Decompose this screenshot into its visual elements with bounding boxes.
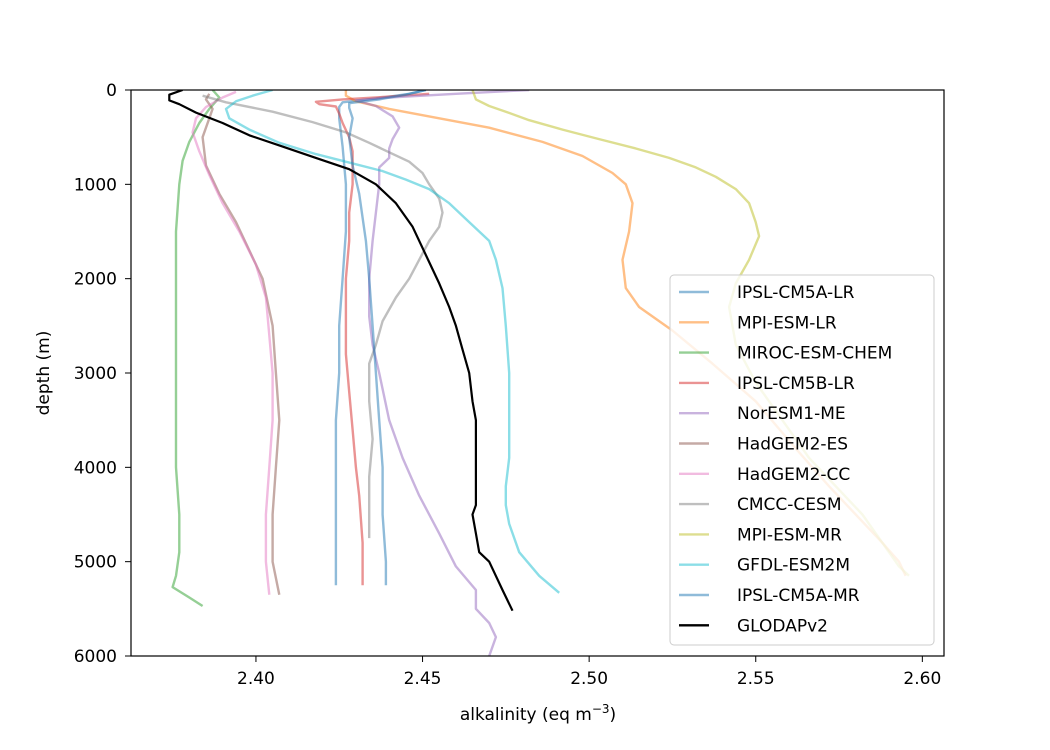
x-tick-label: 2.60 [903, 669, 941, 689]
y-tick-label: 1000 [74, 175, 117, 195]
y-axis: 0 1000 2000 3000 4000 5000 6000 [74, 81, 131, 667]
legend-label: HadGEM2-CC [737, 465, 850, 485]
series-line-miroc-esm-chem [171, 90, 221, 608]
y-tick-label: 0 [106, 81, 117, 101]
legend-label: HadGEM2-ES [737, 435, 848, 455]
legend: IPSL-CM5A-LR MPI-ESM-LR MIROC-ESM-CHEM IPSL… [669, 274, 935, 646]
legend-label: NorESM1-ME [737, 404, 846, 424]
legend-label: GLODAPv2 [737, 616, 828, 636]
y-tick-label: 6000 [74, 647, 117, 667]
series-layer [168, 90, 910, 656]
x-axis: 2.40 2.45 2.50 2.55 2.60 [237, 656, 941, 689]
legend-label: CMCC-CESM [737, 495, 841, 515]
series-line-ipsl-cm5b-lr [314, 92, 430, 586]
legend-label: MPI-ESM-MR [737, 525, 842, 545]
legend-entries: IPSL-CM5A-LR MPI-ESM-LR MIROC-ESM-CHEM IPSL… [679, 283, 892, 636]
series-line-cmcc-cesm [202, 94, 444, 539]
legend-label: IPSL-CM5A-MR [737, 586, 860, 606]
legend-label: MIROC-ESM-CHEM [737, 344, 892, 364]
y-tick-label: 4000 [74, 458, 117, 478]
series-line-gfdl-esm2m [224, 90, 560, 594]
legend-label: IPSL-CM5A-LR [737, 283, 855, 303]
y-tick-label: 3000 [74, 364, 117, 384]
x-tick-label: 2.50 [570, 669, 608, 689]
legend-frame [669, 274, 935, 646]
x-axis-label: alkalinity (eq m−3) [460, 702, 616, 725]
series-line-noresm1-me [354, 90, 530, 656]
series-line-ipsl-cm5a-mr [348, 90, 427, 586]
y-axis-label: depth (m) [34, 331, 54, 416]
series-line-glodapv2 [168, 90, 514, 612]
legend-label: MPI-ESM-LR [737, 313, 837, 333]
y-tick-label: 5000 [74, 553, 117, 573]
legend-label: GFDL-ESM2M [737, 556, 850, 576]
x-tick-label: 2.55 [737, 669, 775, 689]
x-tick-label: 2.40 [237, 669, 275, 689]
series-line-hadgem2-cc [191, 90, 274, 595]
y-tick-label: 2000 [74, 270, 117, 290]
x-axis-label-superscript: −3 [592, 702, 610, 716]
legend-label: IPSL-CM5B-LR [737, 374, 855, 394]
x-tick-label: 2.45 [404, 669, 442, 689]
